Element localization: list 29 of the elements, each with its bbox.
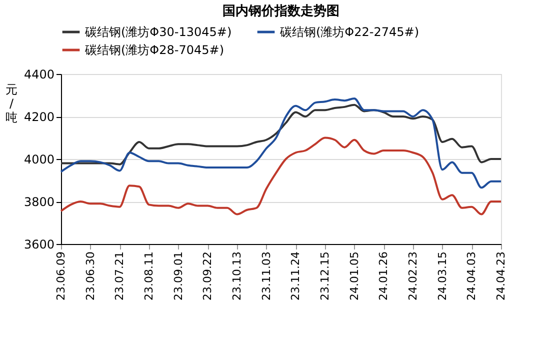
- x-tick-label: 23.07.21: [113, 252, 126, 300]
- legend-label: 碳结钢(潍坊Φ30-13045#): [84, 25, 232, 39]
- x-tick-label: 23.08.11: [142, 252, 156, 300]
- x-tick-label: 24.01.26: [377, 252, 390, 300]
- y-tick-label: 4200: [24, 110, 54, 124]
- x-tick-label: 23.10.13: [230, 252, 244, 300]
- y-tick-label: 4000: [24, 152, 54, 166]
- x-tick-label: 24.02.23: [406, 252, 420, 300]
- y-tick-label: 3600: [24, 238, 54, 252]
- x-tick-label: 24.03.15: [436, 252, 449, 300]
- x-tick-label: 24.01.05: [348, 252, 361, 300]
- y-tick-label: 4400: [24, 68, 54, 82]
- line-series: [60, 104, 502, 166]
- x-tick-label: 23.11.24: [289, 252, 302, 300]
- line-series: [60, 136, 502, 216]
- y-tick-label: 3800: [24, 195, 54, 209]
- x-tick-label: 23.11.03: [260, 252, 273, 300]
- x-tick-label: 23.06.09: [54, 252, 68, 300]
- x-tick-label: 23.12.15: [318, 252, 332, 300]
- legend-label: 碳结钢(潍坊Φ22-2745#): [279, 25, 420, 39]
- y-axis-title: 元/吨: [6, 82, 18, 124]
- legend-label: 碳结钢(潍坊Φ28-7045#): [84, 43, 224, 57]
- line-series: [60, 97, 502, 189]
- x-tick-label: 23.06.30: [84, 252, 97, 300]
- x-tick-label: 23.09.22: [201, 252, 214, 300]
- chart-title: 国内钢价指数走势图: [222, 3, 340, 19]
- x-tick-label: 24.04.23: [494, 252, 508, 300]
- x-tick-label: 24.04.03: [465, 252, 478, 300]
- x-tick-label: 23.09.01: [172, 252, 185, 300]
